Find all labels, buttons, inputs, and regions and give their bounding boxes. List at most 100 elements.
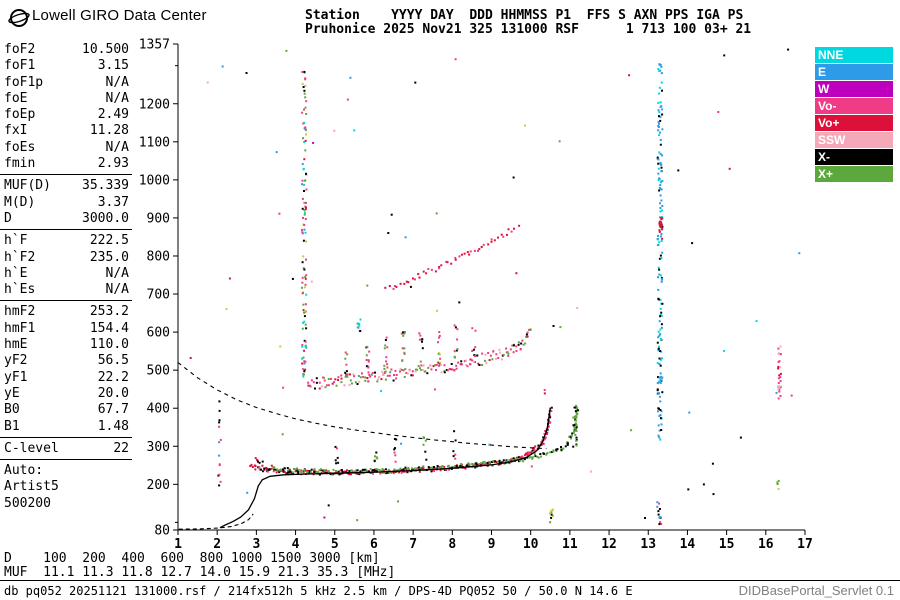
y-axis-label: 200 [147,478,170,493]
parameter-panel: foF2 10.500 foF1 3.15 foF1p N/A foE N/A foEp 2.49… [0,42,132,512]
y-axis-label: 1357 [139,38,170,53]
param-label: D [4,210,12,226]
status-line: db pq052 20251121 131000.rsf / 214fx512h… [4,584,633,598]
param-label: foF1p [4,74,44,90]
param-value: 35.339 [82,178,129,194]
polarization-legend: NNE E W Vo- Vo+ SSW X- X+ [815,47,893,183]
param-row-foep: foEp 2.49 [0,107,132,123]
legend-item-ssw: SSW [815,132,893,148]
param-row-hmf2: hmF2 253.2 [0,304,132,320]
param-value: 2.93 [97,156,129,172]
param-label: MUF(D) [4,178,51,194]
param-value: 154.4 [89,320,129,336]
param-value: 11.28 [89,123,129,139]
station-header: Station YYYY DAY DDD HHMMSS P1 FFS S AXN… [305,9,751,37]
param-row-d: D 3000.0 [0,211,132,227]
param-row-yf1: yF1 22.2 [0,370,132,386]
param-row-fof2: foF2 10.500 [0,42,132,58]
param-value: N/A [105,282,129,298]
y-axis-label: 800 [147,249,170,264]
param-value: 1.48 [97,418,129,434]
param-label: yE [4,385,20,401]
legend-item-e: E [815,64,893,80]
param-row-m-d: M(D) 3.37 [0,195,132,211]
param-row-c-level: C-level 22 [0,441,132,457]
x-axis-label: 15 [719,537,735,552]
param-row-ye: yE 20.0 [0,386,132,402]
param-label: M(D) [4,194,36,210]
panel-divider [0,300,132,302]
param-row-h-f2: h`F2 235.0 [0,250,132,266]
param-value: 3.37 [97,194,129,210]
x-axis-label: 7 [409,537,417,552]
param-value: N/A [105,265,129,281]
x-axis-label: 13 [640,537,656,552]
x-axis-label: 8 [448,537,456,552]
x-axis-label: 12 [601,537,617,552]
param-value: 22.2 [97,369,129,385]
panel-divider [0,459,132,461]
param-row-yf2: yF2 56.5 [0,353,132,369]
x-axis-label: 14 [680,537,696,552]
param-label: fmin [4,156,36,172]
y-axis-label: 500 [147,364,170,379]
param-value: 3000.0 [82,210,129,226]
footer-divider [0,580,900,581]
param-label: 500200 [4,495,51,511]
param-value: 67.7 [97,402,129,418]
param-label: hmF2 [4,304,36,320]
param-value: 56.5 [97,353,129,369]
distance-row: D 100 200 400 600 800 1000 1500 3000 [km… [4,551,380,566]
param-value: 20.0 [97,385,129,401]
param-row-muf-d: MUF(D) 35.339 [0,178,132,194]
y-axis-label: 80 [154,524,170,539]
y-axis-label: 600 [147,326,170,341]
x-axis-label: 3 [252,537,260,552]
param-label: hmE [4,337,28,353]
y-axis-label: 1200 [139,97,170,112]
panel-divider [0,174,132,176]
x-axis-label: 1 [174,537,182,552]
panel-divider [0,229,132,231]
param-value: N/A [105,90,129,106]
y-axis-label: 400 [147,402,170,417]
y-axis-label: 700 [147,288,170,303]
param-label: foE [4,90,28,106]
y-axis-label: 1100 [139,135,170,150]
param-row-fof1: foF1 3.15 [0,58,132,74]
param-row-foe: foE N/A [0,91,132,107]
station-header-line2: Pruhonice 2025 Nov21 325 131000 RSF 1 71… [305,22,752,37]
param-label: hmF1 [4,320,36,336]
param-label: h`Es [4,282,36,298]
param-value: 2.49 [97,107,129,123]
panel-divider [0,436,132,438]
param-value: 235.0 [89,249,129,265]
x-axis-label: 5 [331,537,339,552]
param-row-hmf1: hmF1 154.4 [0,321,132,337]
y-axis-label: 900 [147,211,170,226]
legend-item-xplus: X+ [815,166,893,182]
param-label: yF1 [4,369,28,385]
param-label: h`F2 [4,249,36,265]
param-value: 253.2 [89,304,129,320]
param-label: foF1 [4,58,36,74]
param-row-artist5: Artist5 [0,479,132,495]
legend-item-nne: NNE [815,47,893,63]
param-row-fxi: fxI 11.28 [0,123,132,139]
param-label: B0 [4,402,20,418]
param-label: Auto: [4,463,44,479]
lowell-giro-logo-icon [8,9,30,27]
param-label: h`F [4,233,28,249]
x-axis-label: 9 [488,537,496,552]
param-row-auto: Auto: [0,463,132,479]
legend-item-vominus: Vo- [815,98,893,114]
muf-row: MUF 11.1 11.3 11.8 12.7 14.0 15.9 21.3 3… [4,565,396,580]
param-row-h-e: h`E N/A [0,266,132,282]
param-row-500200: 500200 [0,496,132,512]
x-axis-label: 16 [758,537,774,552]
param-value: 22 [113,440,129,456]
y-axis-label: 1000 [139,173,170,188]
param-label: fxI [4,123,28,139]
